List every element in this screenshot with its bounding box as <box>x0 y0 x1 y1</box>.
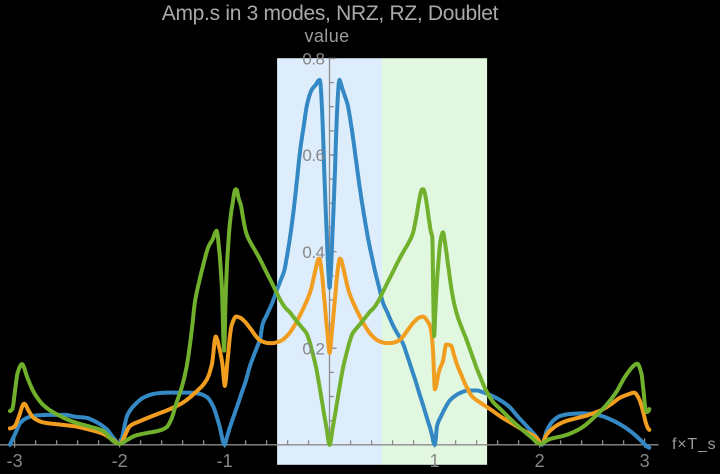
svg-text:0.4: 0.4 <box>302 243 324 262</box>
svg-text:1: 1 <box>430 451 440 471</box>
svg-text:-2: -2 <box>112 451 128 471</box>
svg-text:f×T_s: f×T_s <box>672 436 716 453</box>
svg-text:3: 3 <box>640 451 650 471</box>
svg-text:-1: -1 <box>217 451 233 471</box>
svg-text:Amp.s in 3 modes, NRZ, RZ, Dou: Amp.s in 3 modes, NRZ, RZ, Doublet <box>162 2 499 25</box>
svg-text:value: value <box>304 26 349 46</box>
svg-text:2: 2 <box>535 451 545 471</box>
svg-text:0.2: 0.2 <box>302 339 324 358</box>
svg-text:0.8: 0.8 <box>302 50 324 69</box>
svg-text:-3: -3 <box>7 451 23 471</box>
svg-text:0.6: 0.6 <box>302 146 324 165</box>
